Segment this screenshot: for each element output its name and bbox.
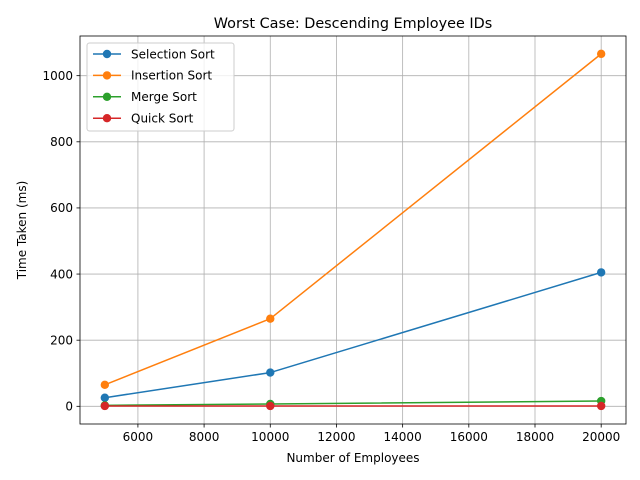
series-insertion-sort xyxy=(100,49,606,390)
data-point xyxy=(266,368,275,377)
y-tick-label: 0 xyxy=(65,400,73,414)
series-group xyxy=(100,49,606,411)
grid-lines xyxy=(80,36,626,424)
series-quick-sort xyxy=(100,401,606,411)
legend-item: Merge Sort xyxy=(93,90,197,104)
x-tick-label: 16000 xyxy=(450,430,488,444)
data-point xyxy=(266,401,275,411)
data-point xyxy=(100,401,110,411)
legend-label: Insertion Sort xyxy=(131,69,212,83)
data-point xyxy=(266,314,275,323)
x-tick-label: 6000 xyxy=(123,430,154,444)
x-tick-label: 10000 xyxy=(251,430,289,444)
data-point xyxy=(100,393,110,402)
y-tick-label: 600 xyxy=(50,201,73,215)
plot-frame xyxy=(79,35,627,425)
legend-item: Insertion Sort xyxy=(93,69,212,83)
series-selection-sort xyxy=(100,268,606,402)
legend-box xyxy=(86,42,235,132)
series-line xyxy=(104,271,602,399)
data-point xyxy=(596,401,606,411)
x-tick-label: 18000 xyxy=(516,430,554,444)
legend-marker xyxy=(102,114,112,123)
y-tick-label: 200 xyxy=(50,333,73,347)
legend-item: Selection Sort xyxy=(93,47,215,61)
x-tick-label: 14000 xyxy=(384,430,422,444)
x-tick-label: 20000 xyxy=(582,430,620,444)
y-tick-label: 400 xyxy=(50,267,73,281)
y-tick-label: 800 xyxy=(50,135,73,149)
data-point xyxy=(596,49,606,59)
x-tick-label: 8000 xyxy=(189,430,220,444)
legend-marker xyxy=(102,71,112,80)
x-tick-label: 12000 xyxy=(317,430,355,444)
series-line xyxy=(104,400,602,407)
legend-label: Merge Sort xyxy=(131,90,197,104)
x-axis-label: Number of Employees xyxy=(286,451,419,465)
legend-label: Quick Sort xyxy=(131,112,194,126)
y-axis-label: Time Taken (ms) xyxy=(15,181,29,281)
axis-ticks: 6000 8000 10000 12000 14000 16000 18000 20000 0 2… xyxy=(42,69,620,444)
legend-marker xyxy=(102,92,112,102)
legend-label: Selection Sort xyxy=(131,47,215,61)
legend: Selection Sort Insertion Sort Merge Sort Qu… xyxy=(86,42,235,132)
legend-item: Quick Sort xyxy=(93,112,194,126)
series-merge-sort xyxy=(100,396,606,410)
data-point xyxy=(596,268,606,277)
y-tick-label: 1000 xyxy=(42,69,73,83)
data-point xyxy=(100,380,110,390)
legend-marker xyxy=(102,49,112,59)
chart-title: Worst Case: Descending Employee IDs xyxy=(214,16,492,32)
